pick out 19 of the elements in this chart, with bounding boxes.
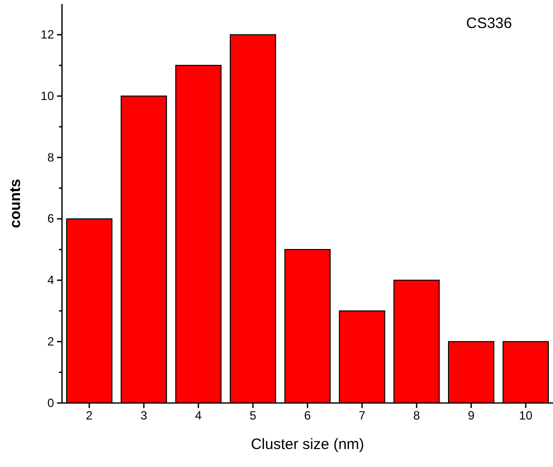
x-tick-label: 2 <box>86 408 93 423</box>
y-tick-label: 8 <box>47 150 54 164</box>
x-tick-label: 4 <box>195 408 202 423</box>
x-tick-label: 5 <box>250 408 257 423</box>
x-tick-label: 3 <box>140 408 148 423</box>
annotation: CS336 <box>466 15 512 32</box>
y-tick-label: 2 <box>47 334 54 348</box>
y-tick-label: 12 <box>40 28 54 42</box>
y-tick-label: 6 <box>47 212 54 226</box>
x-tick-label: 7 <box>358 408 366 423</box>
x-tick-label: 6 <box>304 408 312 423</box>
x-tick-label: 8 <box>413 408 420 423</box>
y-axis-title: counts <box>7 178 24 228</box>
y-tick-label: 0 <box>47 396 54 410</box>
x-tick-label: 9 <box>468 408 475 423</box>
x-tick-label: 10 <box>519 408 533 423</box>
y-tick-label: 4 <box>47 273 54 288</box>
y-tick-label: 10 <box>40 88 54 103</box>
x-axis-title: Cluster size (nm) <box>250 436 364 453</box>
